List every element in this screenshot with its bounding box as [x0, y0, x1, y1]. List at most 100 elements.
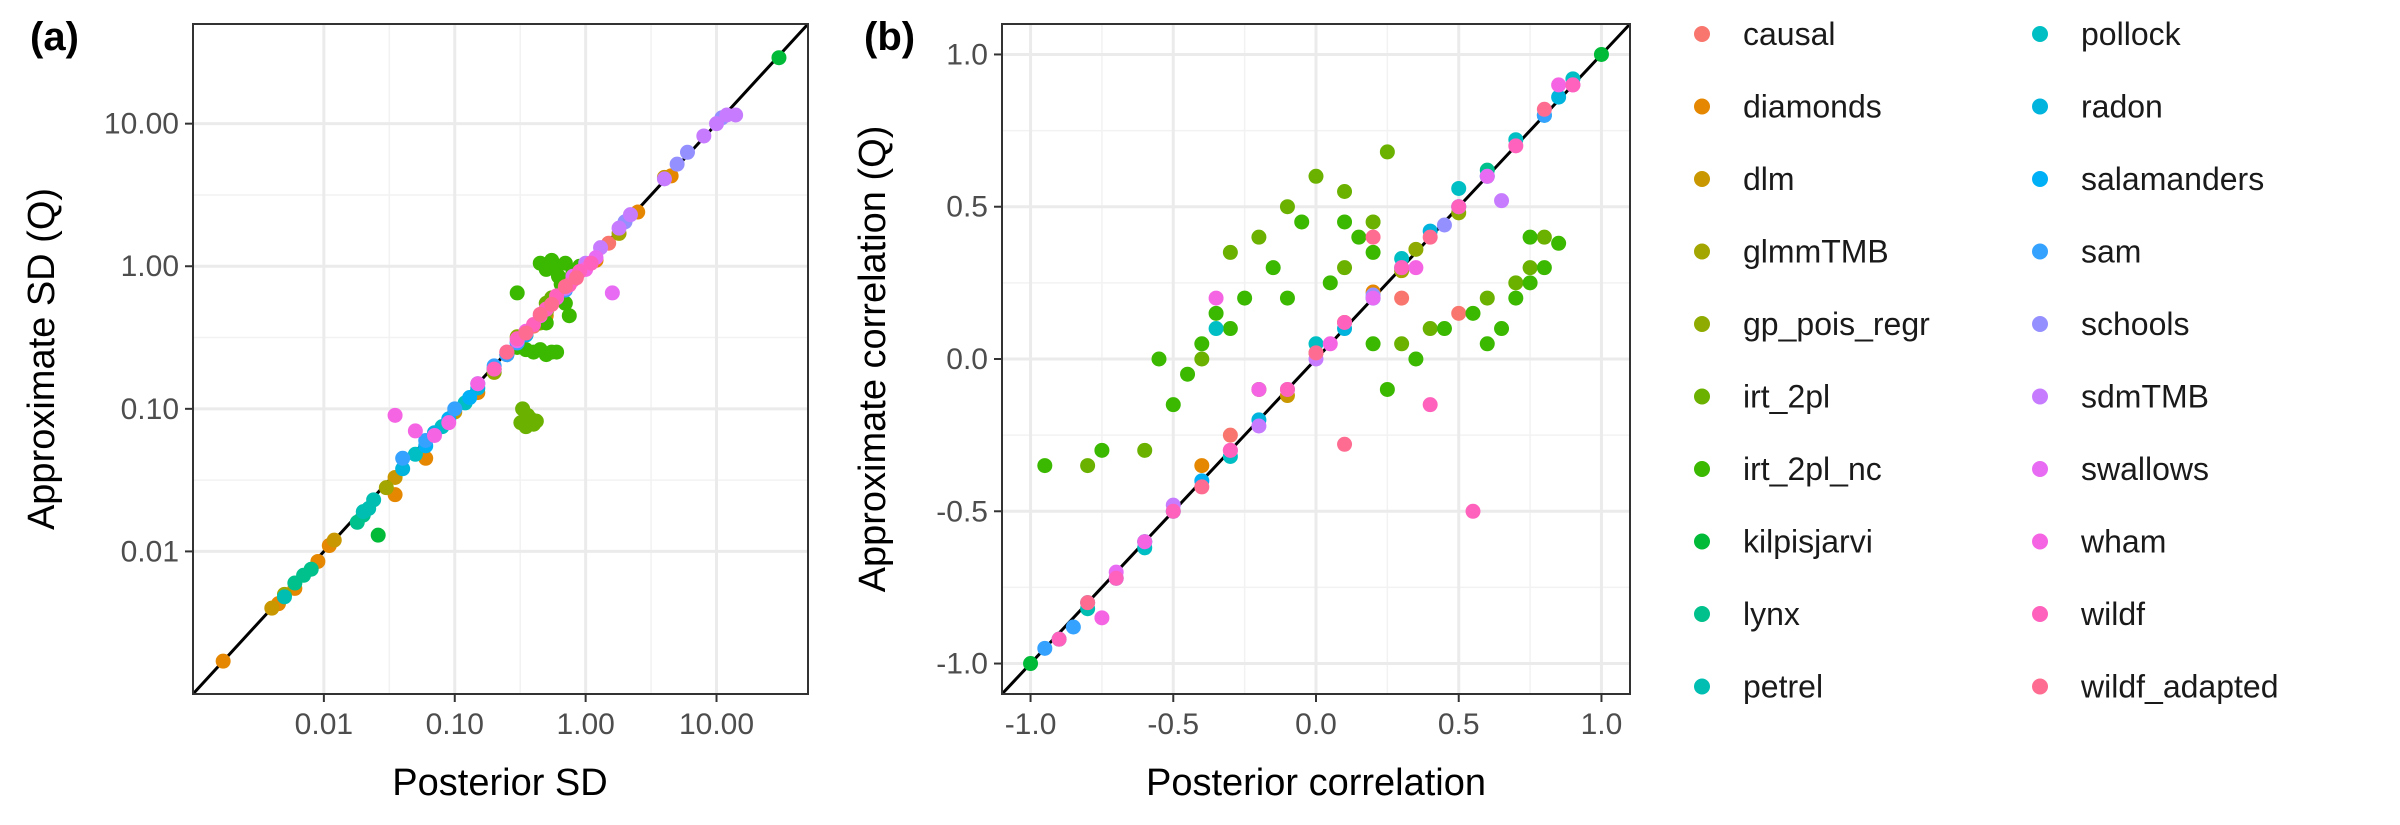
panel-b-point: [1322, 275, 1338, 291]
panel-a-x-tick-label: 0.01: [295, 708, 353, 741]
legend-key: [2032, 606, 2048, 622]
panel-a-point: [604, 285, 620, 301]
panel-b-point: [1337, 214, 1353, 230]
panel-b-point: [1208, 321, 1224, 337]
panel-b-series-irt-2pl: [1080, 144, 1552, 474]
panel-b-points: [1023, 46, 1609, 672]
legend-item-kilpisjarvi: kilpisjarvi: [1694, 524, 1873, 560]
panel-b-point: [1322, 336, 1338, 352]
legend-item-schools: schools: [2032, 306, 2190, 342]
panel-b-point: [1337, 260, 1353, 276]
panel-b-point: [1451, 199, 1467, 215]
panel-b-point: [1365, 336, 1381, 352]
panel-b-x-tick-label: 0.0: [1295, 708, 1337, 741]
panel-b-point: [1379, 381, 1395, 397]
panel-b-point: [1422, 229, 1438, 245]
legend-label: dlm: [1743, 161, 1795, 197]
panel-a-series-wildf-adapted: [499, 270, 584, 360]
panel-b-point: [1365, 290, 1381, 306]
panel-a-point: [709, 116, 725, 132]
panel-b-point: [1180, 366, 1196, 382]
legend-key: [1694, 606, 1710, 622]
panel-b-y-tick-label: 0.5: [946, 191, 988, 224]
panel-b-y-tick-label: -1.0: [936, 648, 988, 681]
panel-b-point: [1051, 631, 1067, 647]
panel-a-y-tick-label: 1.00: [121, 250, 179, 283]
panel-b-point: [1165, 503, 1181, 519]
panel-b-point: [1337, 184, 1353, 199]
panel-b-point: [1436, 217, 1452, 233]
panel-b-point: [1065, 619, 1081, 635]
legend-item-sam: sam: [2032, 234, 2141, 270]
panel-b-point: [1508, 290, 1524, 306]
legend-label: glmmTMB: [1743, 234, 1889, 270]
panel-b-point: [1451, 305, 1467, 321]
panel-b-point: [1108, 570, 1124, 586]
legend-label: irt_2pl_nc: [1743, 451, 1882, 487]
panel-a-point: [215, 653, 231, 669]
legend-label: irt_2pl: [1743, 379, 1830, 415]
panel-b-point: [1551, 77, 1567, 93]
panel-b-label: (b): [864, 15, 915, 59]
panel-b-point: [1023, 656, 1039, 672]
legend-key: [2032, 26, 2048, 42]
panel-a-x-axis-title: Posterior SD: [392, 762, 607, 804]
legend-key: [2032, 678, 2048, 695]
panel-b-point: [1222, 244, 1238, 260]
panel-a-series-kilpisjarvi: [370, 50, 787, 543]
panel-a-point: [509, 285, 525, 301]
legend-item-gp-pois-regr: gp_pois_regr: [1694, 306, 1930, 342]
panel-a-point: [303, 561, 319, 577]
panel-b-point: [1279, 290, 1295, 306]
legend-key: [2032, 461, 2048, 477]
panel-a-point: [561, 308, 577, 324]
legend-item-wildf: wildf: [2032, 596, 2145, 632]
panel-b-point: [1408, 351, 1424, 367]
panel-a-point: [518, 325, 534, 341]
panel-a-point: [264, 600, 280, 616]
legend-label: causal: [1743, 16, 1836, 52]
panel-b-point: [1494, 321, 1510, 337]
legend-label: swallows: [2081, 451, 2209, 487]
panel-b-point: [1165, 397, 1181, 413]
panel-b-point: [1508, 138, 1524, 154]
panel-b-point: [1308, 345, 1324, 361]
panel-a-point: [370, 527, 386, 543]
panel-b-series-irt-2pl-nc: [1037, 214, 1567, 474]
legend-item-salamanders: salamanders: [2032, 161, 2264, 197]
panel-b-point: [1337, 436, 1353, 452]
panel-b-point: [1536, 260, 1552, 276]
legend-item-sdmTMB: sdmTMB: [2032, 379, 2209, 415]
panel-b-point: [1394, 260, 1410, 276]
panel-b-point: [1536, 229, 1552, 245]
panel-a-point: [557, 279, 573, 295]
panel-b-point: [1294, 214, 1310, 230]
legend-item-irt-2pl-nc: irt_2pl_nc: [1694, 451, 1882, 487]
panel-b-point: [1551, 235, 1567, 251]
legend-key: [1694, 243, 1710, 260]
panel-b-point: [1251, 229, 1267, 245]
panel-b-y-tick-label: 0.0: [946, 343, 988, 376]
panel-b-point: [1479, 168, 1495, 184]
panel-a-point: [656, 171, 672, 187]
panel-b-point: [1522, 260, 1538, 276]
legend-item-wildf-adapted: wildf_adapted: [2032, 669, 2278, 705]
panel-b-point: [1479, 290, 1495, 306]
panel-a-point: [499, 344, 515, 360]
legend-key: [1694, 388, 1710, 405]
panel-b-point: [1151, 351, 1167, 367]
panel-b-point: [1037, 640, 1053, 656]
panel-b-point: [1137, 442, 1153, 458]
panel-a-y-ticks: 0.01 0.10 1.00 10.00: [104, 108, 193, 568]
legend-item-petrel: petrel: [1694, 669, 1823, 705]
panel-b-point: [1422, 321, 1438, 337]
legend-key: [2032, 533, 2048, 550]
panel-a-x-tick-label: 10.00: [679, 708, 754, 741]
panel-b-point: [1508, 275, 1524, 291]
panel-b-point: [1237, 290, 1253, 306]
panel-a-y-axis-title: Approximate SD (Q): [21, 188, 63, 530]
legend-label: wham: [2080, 524, 2166, 560]
panel-a-point: [407, 446, 423, 462]
legend-item-swallows: swallows: [2032, 451, 2209, 487]
panel-b-x-ticks: -1.0 -0.5 0.0 0.5 1.0: [1005, 694, 1622, 741]
